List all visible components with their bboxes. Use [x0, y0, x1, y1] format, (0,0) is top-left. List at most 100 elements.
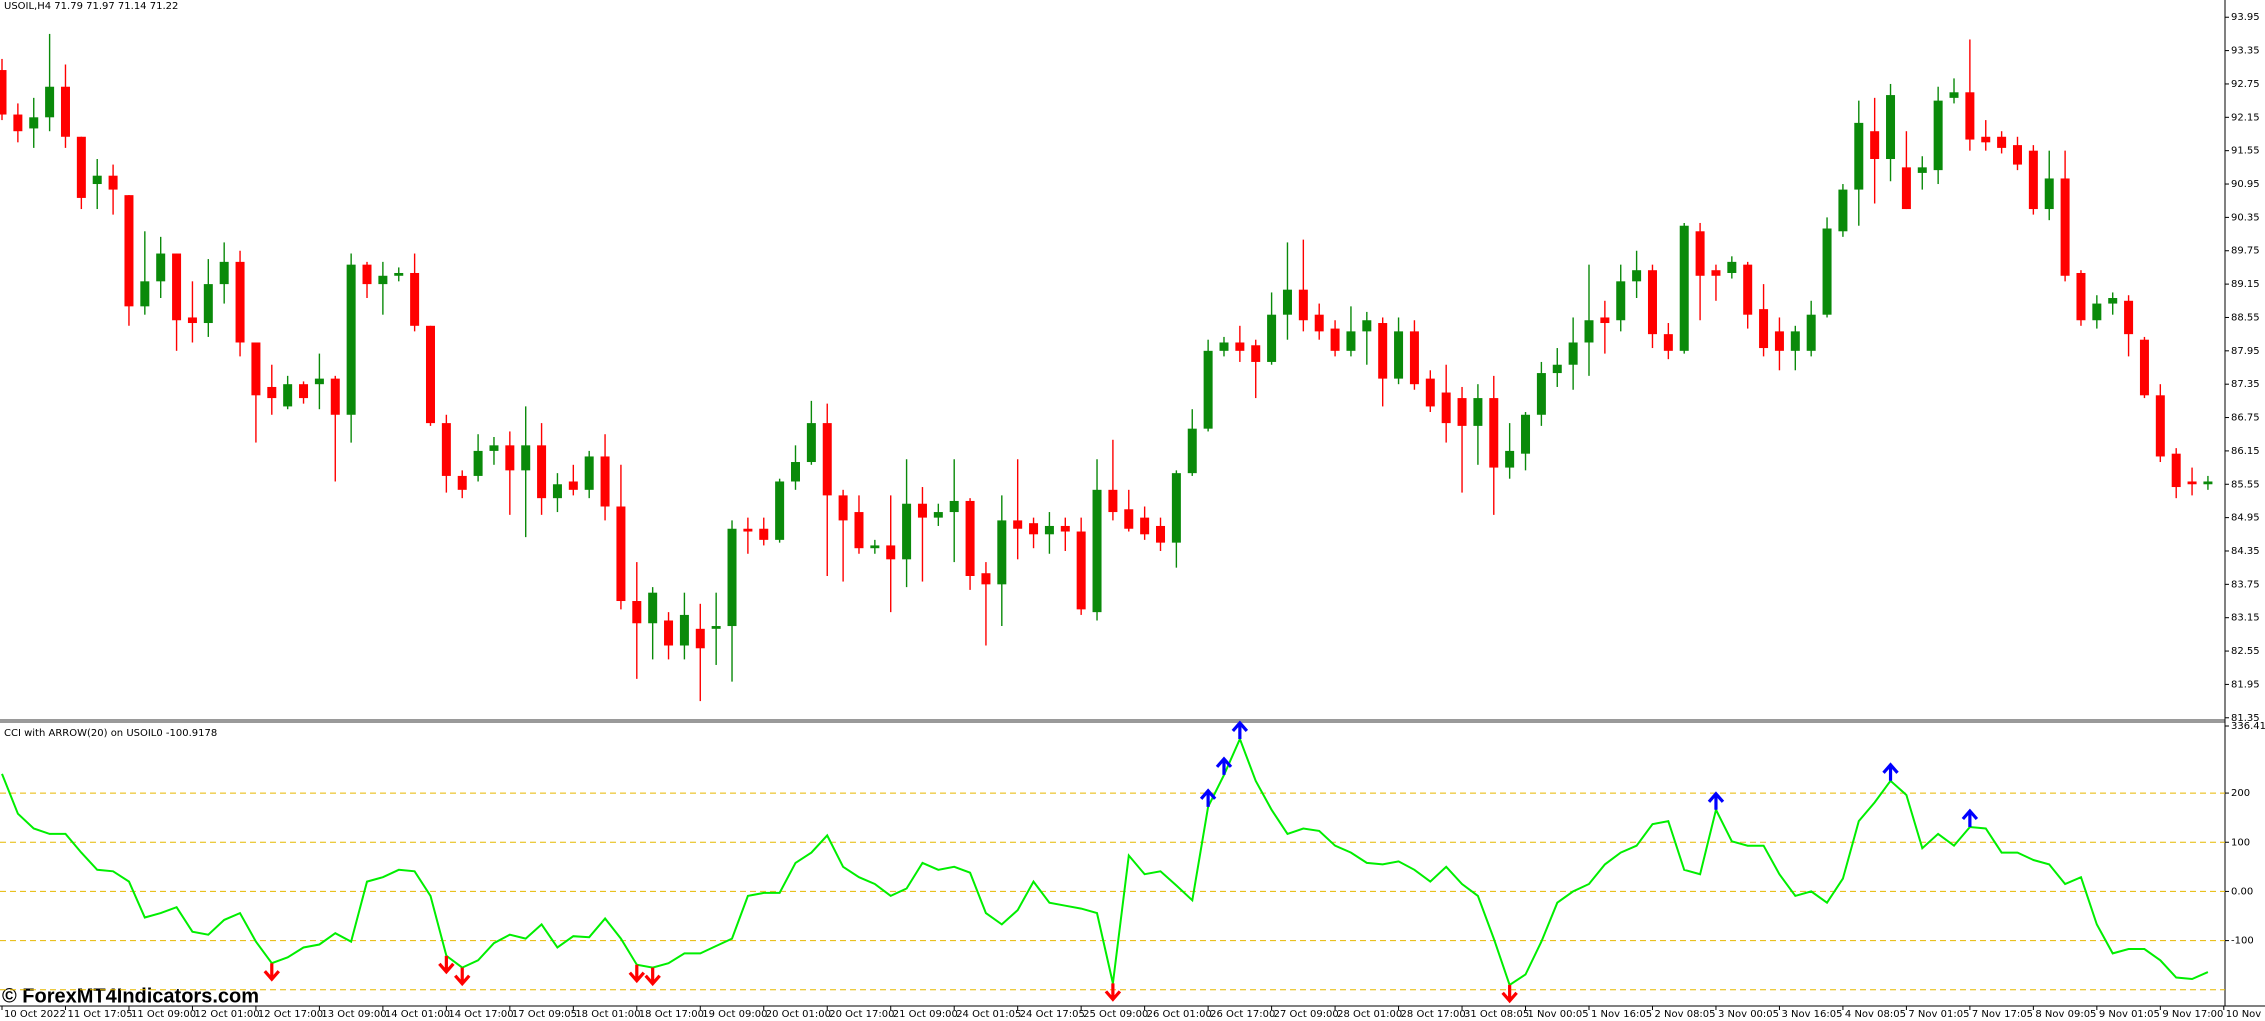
- candle-body: [267, 386, 277, 399]
- candle-body: [1965, 92, 1975, 140]
- candle-body: [2171, 453, 2181, 488]
- candle-body: [2028, 150, 2038, 210]
- candle-body: [1806, 314, 1816, 351]
- x-tick-label: 3 Nov 00:05: [1718, 1009, 1779, 1020]
- candle-body: [2060, 178, 2070, 276]
- candle-body: [1901, 167, 1911, 210]
- up-arrow: [1215, 756, 1233, 775]
- candle-body: [902, 503, 912, 560]
- candle-body: [473, 450, 483, 476]
- candle-body: [283, 384, 293, 407]
- candle-body: [378, 275, 388, 285]
- candle-body: [1187, 428, 1197, 474]
- down-arrow: [628, 964, 646, 984]
- candle-body: [1489, 398, 1499, 468]
- candle-body: [108, 175, 118, 190]
- up-arrow: [1707, 791, 1725, 810]
- candle-body: [664, 620, 674, 646]
- x-tick-label: 26 Oct 17:00: [1210, 1009, 1275, 1020]
- y-tick-label: 86.75: [2231, 413, 2260, 424]
- candle-body: [648, 592, 658, 624]
- candle-body: [1140, 517, 1150, 535]
- x-tick-label: 11 Oct 09:00: [131, 1009, 196, 1020]
- candle-body: [172, 253, 182, 321]
- candle-body: [1362, 320, 1372, 332]
- candle-body: [775, 481, 785, 540]
- candle-body: [76, 136, 86, 198]
- candle-body: [1552, 364, 1562, 374]
- candle-body: [949, 500, 959, 513]
- x-tick-label: 14 Oct 01:00: [385, 1009, 450, 1020]
- candle-body: [1584, 320, 1594, 343]
- candle-body: [2092, 303, 2102, 321]
- down-arrow: [263, 963, 280, 982]
- candle-body: [1870, 131, 1880, 160]
- y-tick-label: 86.15: [2231, 446, 2260, 457]
- x-tick-label: 28 Oct 01:00: [1337, 1009, 1402, 1020]
- candle-body: [187, 317, 197, 324]
- candle-body: [45, 86, 55, 118]
- candle-body: [1124, 509, 1134, 529]
- candle-body: [632, 601, 642, 624]
- down-arrow: [438, 955, 455, 975]
- x-tick-label: 24 Oct 17:05: [1020, 1009, 1085, 1020]
- candle-body: [1854, 122, 1864, 190]
- candle-body: [2139, 339, 2149, 396]
- candle-body: [314, 378, 324, 385]
- x-tick-label: 9 Nov 17:00: [2162, 1009, 2223, 1020]
- candle-body: [981, 573, 991, 585]
- candle-body: [140, 281, 150, 307]
- candle-body: [219, 261, 229, 285]
- candle-body: [1917, 167, 1927, 173]
- x-tick-label: 3 Nov 16:05: [1781, 1009, 1842, 1020]
- candle-body: [727, 528, 737, 627]
- candle-body: [299, 384, 309, 399]
- candle-body: [1346, 331, 1356, 351]
- candle-body: [1933, 100, 1943, 171]
- y-tick-label: 82.55: [2231, 646, 2260, 657]
- up-arrow: [1961, 808, 1979, 828]
- x-tick-label: 10 Oct 2022: [4, 1009, 66, 1020]
- y-tick-label: 81.35: [2231, 713, 2260, 724]
- y-tick-label: 200: [2231, 788, 2250, 799]
- candle-body: [2012, 145, 2022, 165]
- candle-body: [1600, 317, 1610, 324]
- panel-separator: [0, 719, 2225, 723]
- candle-body: [1663, 334, 1673, 351]
- down-arrow: [644, 967, 661, 987]
- candle-body: [425, 325, 435, 424]
- x-tick-label: 19 Oct 09:00: [702, 1009, 767, 1020]
- candle-body: [616, 506, 626, 602]
- y-tick-label: 90.35: [2231, 212, 2260, 223]
- y-tick-label: 90.95: [2231, 179, 2260, 190]
- up-arrow: [1231, 720, 1249, 739]
- candle-body: [1616, 281, 1626, 321]
- candle-body: [1425, 378, 1435, 407]
- candle-body: [362, 264, 372, 285]
- candle-body: [203, 284, 213, 324]
- candle-body: [1505, 450, 1515, 468]
- candle-body: [965, 500, 975, 576]
- candle-body: [1632, 270, 1642, 282]
- candle-body: [330, 378, 340, 415]
- candle-body: [1156, 525, 1166, 543]
- candle-body: [1282, 289, 1292, 315]
- x-tick-label: 27 Oct 09:00: [1274, 1009, 1339, 1020]
- candle-body: [1774, 331, 1784, 351]
- candle-body: [156, 253, 166, 282]
- candle-body: [1457, 398, 1467, 426]
- x-tick-label: 1 Nov 16:05: [1591, 1009, 1652, 1020]
- y-tick-label: 93.95: [2231, 12, 2260, 23]
- down-arrow: [454, 967, 471, 987]
- y-tick-label: 89.15: [2231, 279, 2260, 290]
- candle-body: [933, 512, 943, 518]
- candle-body: [60, 86, 70, 137]
- candle-body: [1536, 373, 1546, 415]
- candle-body: [552, 484, 562, 499]
- x-tick-label: 21 Oct 09:00: [893, 1009, 958, 1020]
- y-tick-label: -100: [2231, 936, 2254, 947]
- candle-body: [1108, 489, 1118, 513]
- candle-body: [489, 445, 499, 451]
